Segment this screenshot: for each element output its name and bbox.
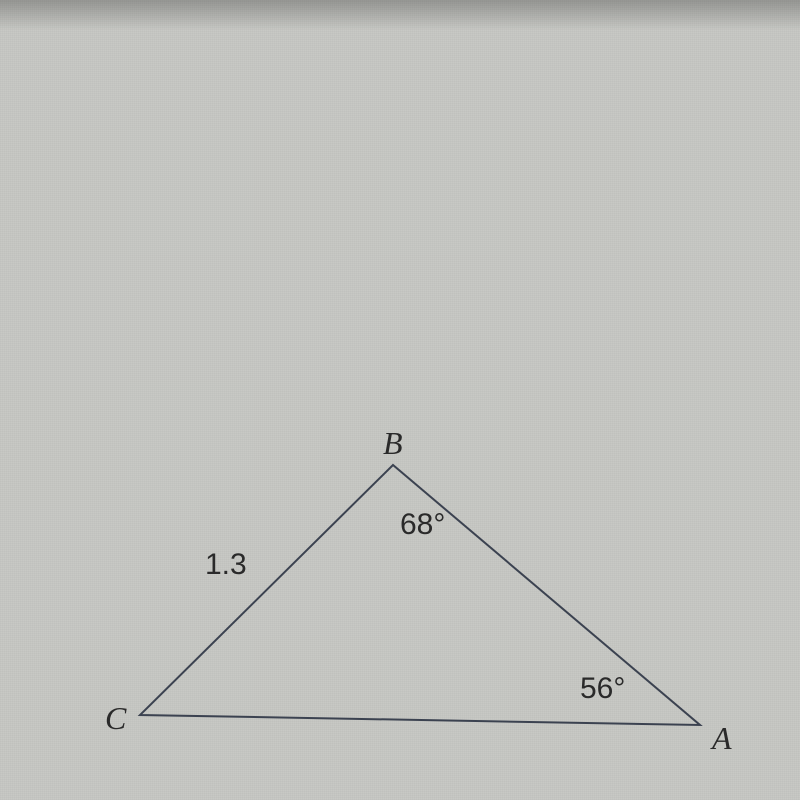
side-CB-label: 1.3 bbox=[205, 548, 247, 582]
angle-at-A: 56° bbox=[580, 672, 625, 706]
vertex-label-C: C bbox=[105, 700, 126, 737]
vertex-label-B: B bbox=[383, 425, 403, 462]
angle-at-B: 68° bbox=[400, 508, 445, 542]
triangle-diagram bbox=[0, 0, 800, 800]
vertex-label-A: A bbox=[712, 720, 732, 757]
